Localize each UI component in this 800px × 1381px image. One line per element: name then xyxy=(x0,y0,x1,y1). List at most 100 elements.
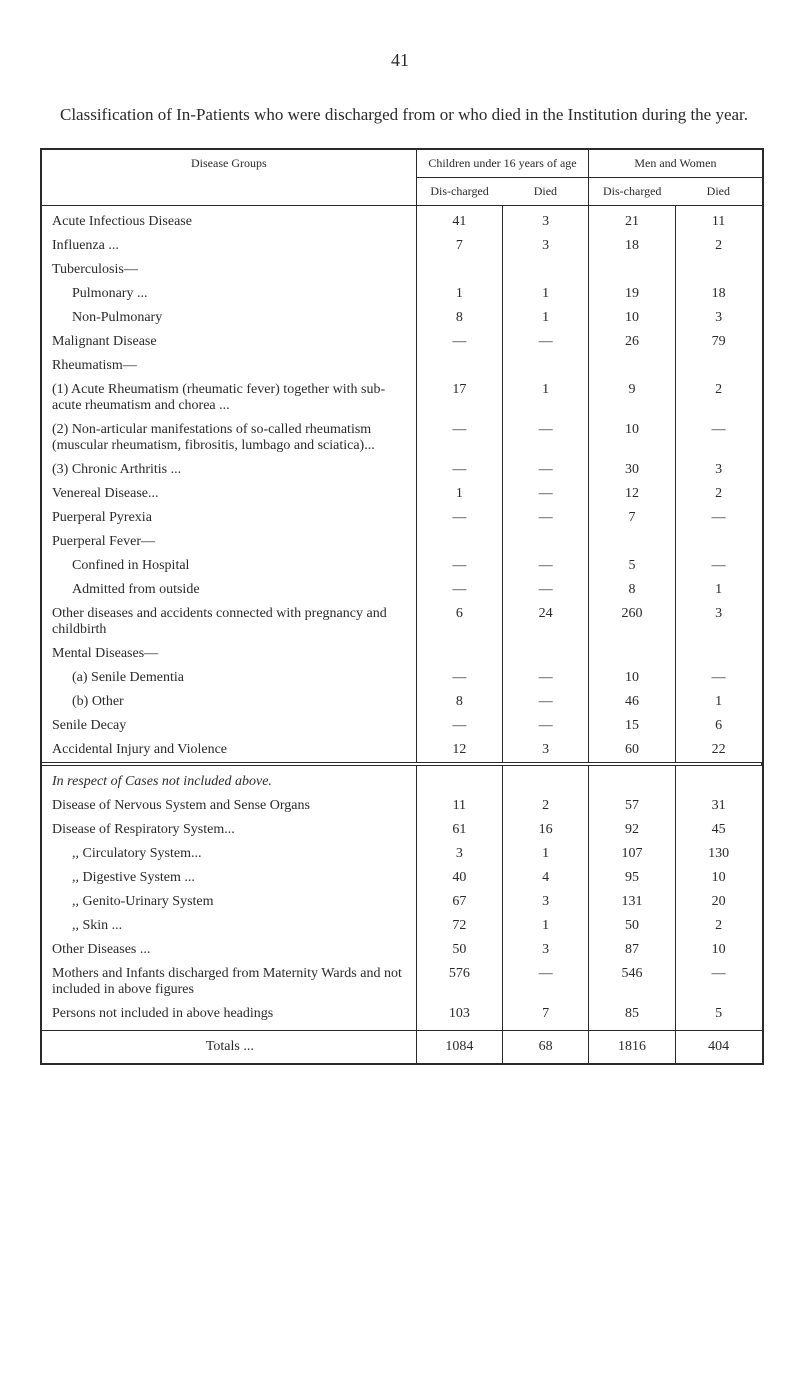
row-label: Accidental Injury and Violence xyxy=(42,738,416,763)
row-value: 3 xyxy=(675,458,761,482)
row-value: 1 xyxy=(502,914,588,938)
row-value: 17 xyxy=(416,378,502,418)
row-value: 20 xyxy=(675,890,761,914)
table-row: Malignant Disease——2679 xyxy=(42,330,762,354)
row-label: Disease of Respiratory System... xyxy=(42,818,416,842)
row-value: 3 xyxy=(502,738,588,763)
row-value xyxy=(416,530,502,554)
row-value: — xyxy=(416,578,502,602)
row-value: 87 xyxy=(589,938,675,962)
row-value xyxy=(416,642,502,666)
totals-row: Totals ...1084681816404 xyxy=(42,1031,762,1064)
row-value: — xyxy=(416,506,502,530)
row-label: Puerperal Fever— xyxy=(42,530,416,554)
row-value: 4 xyxy=(502,866,588,890)
table-row: Rheumatism— xyxy=(42,354,762,378)
row-label: Acute Infectious Disease xyxy=(42,210,416,234)
row-value: — xyxy=(502,506,588,530)
row-value: 3 xyxy=(502,938,588,962)
row-value: 79 xyxy=(675,330,761,354)
row-label: (1) Acute Rheumatism (rheumatic fever) t… xyxy=(42,378,416,418)
row-label: Non-Pulmonary xyxy=(42,306,416,330)
row-value: 22 xyxy=(675,738,761,763)
row-value: 72 xyxy=(416,914,502,938)
row-value: 1 xyxy=(502,306,588,330)
row-value: 1 xyxy=(502,282,588,306)
row-value: 3 xyxy=(675,602,761,642)
row-value: 40 xyxy=(416,866,502,890)
row-value: — xyxy=(416,330,502,354)
subheader-discharged-1: Dis-charged xyxy=(416,178,502,206)
row-value: 31 xyxy=(675,794,761,818)
row-value xyxy=(502,530,588,554)
row-value: 67 xyxy=(416,890,502,914)
row-value: 18 xyxy=(589,234,675,258)
section-title: In respect of Cases not included above. xyxy=(42,770,416,794)
table-row: Tuberculosis— xyxy=(42,258,762,282)
table-row: ,, Digestive System ...4049510 xyxy=(42,866,762,890)
row-value: — xyxy=(675,506,761,530)
table-row: Non-Pulmonary81103 xyxy=(42,306,762,330)
row-value: 8 xyxy=(416,306,502,330)
row-value: 46 xyxy=(589,690,675,714)
row-value: — xyxy=(675,418,761,458)
row-value: 6 xyxy=(675,714,761,738)
totals-value: 404 xyxy=(675,1031,761,1064)
row-value: 18 xyxy=(675,282,761,306)
table-row: Venereal Disease...1—122 xyxy=(42,482,762,506)
row-value xyxy=(416,258,502,282)
row-label: (3) Chronic Arthritis ... xyxy=(42,458,416,482)
row-value: 16 xyxy=(502,818,588,842)
row-value: 3 xyxy=(502,890,588,914)
row-value: 10 xyxy=(675,938,761,962)
table-row: Confined in Hospital——5— xyxy=(42,554,762,578)
table-row: Acute Infectious Disease4132111 xyxy=(42,210,762,234)
row-label: Other Diseases ... xyxy=(42,938,416,962)
row-label: ,, Genito-Urinary System xyxy=(42,890,416,914)
row-value: — xyxy=(502,714,588,738)
row-value xyxy=(675,258,761,282)
row-value: 60 xyxy=(589,738,675,763)
row-value: 103 xyxy=(416,1002,502,1026)
row-value: — xyxy=(502,962,588,1002)
row-value: 1 xyxy=(675,578,761,602)
row-value: 1 xyxy=(502,842,588,866)
table-row: Other Diseases ...5038710 xyxy=(42,938,762,962)
row-value: 57 xyxy=(589,794,675,818)
row-label: Disease of Nervous System and Sense Orga… xyxy=(42,794,416,818)
row-label: Other diseases and accidents connected w… xyxy=(42,602,416,642)
row-value: 12 xyxy=(589,482,675,506)
row-value: — xyxy=(675,962,761,1002)
row-value: 61 xyxy=(416,818,502,842)
row-value: 21 xyxy=(589,210,675,234)
table-row: Persons not included in above headings10… xyxy=(42,1002,762,1026)
row-value: 107 xyxy=(589,842,675,866)
table-body: Acute Infectious Disease4132111Influenza… xyxy=(42,206,762,1064)
table-row: Mental Diseases— xyxy=(42,642,762,666)
table-row: Puerperal Pyrexia——7— xyxy=(42,506,762,530)
intro-text: Classification of In-Patients who were d… xyxy=(40,101,760,128)
table-row: Mothers and Infants discharged from Mate… xyxy=(42,962,762,1002)
table-row: Other diseases and accidents connected w… xyxy=(42,602,762,642)
row-value: 11 xyxy=(675,210,761,234)
totals-value: 1084 xyxy=(416,1031,502,1064)
table-row: ,, Skin ...721502 xyxy=(42,914,762,938)
row-value: 7 xyxy=(502,1002,588,1026)
row-value: — xyxy=(502,554,588,578)
row-value: — xyxy=(416,458,502,482)
row-value: — xyxy=(502,666,588,690)
row-value: 26 xyxy=(589,330,675,354)
row-label: Confined in Hospital xyxy=(42,554,416,578)
table-row: (1) Acute Rheumatism (rheumatic fever) t… xyxy=(42,378,762,418)
row-value xyxy=(589,530,675,554)
row-value: — xyxy=(416,666,502,690)
row-value: — xyxy=(416,714,502,738)
row-label: Mothers and Infants discharged from Mate… xyxy=(42,962,416,1002)
section-title-row: In respect of Cases not included above. xyxy=(42,770,762,794)
row-value xyxy=(675,354,761,378)
row-value: 131 xyxy=(589,890,675,914)
classification-table: Disease Groups Children under 16 years o… xyxy=(40,148,764,1065)
row-value: 95 xyxy=(589,866,675,890)
table-row: (a) Senile Dementia——10— xyxy=(42,666,762,690)
row-label: Pulmonary ... xyxy=(42,282,416,306)
